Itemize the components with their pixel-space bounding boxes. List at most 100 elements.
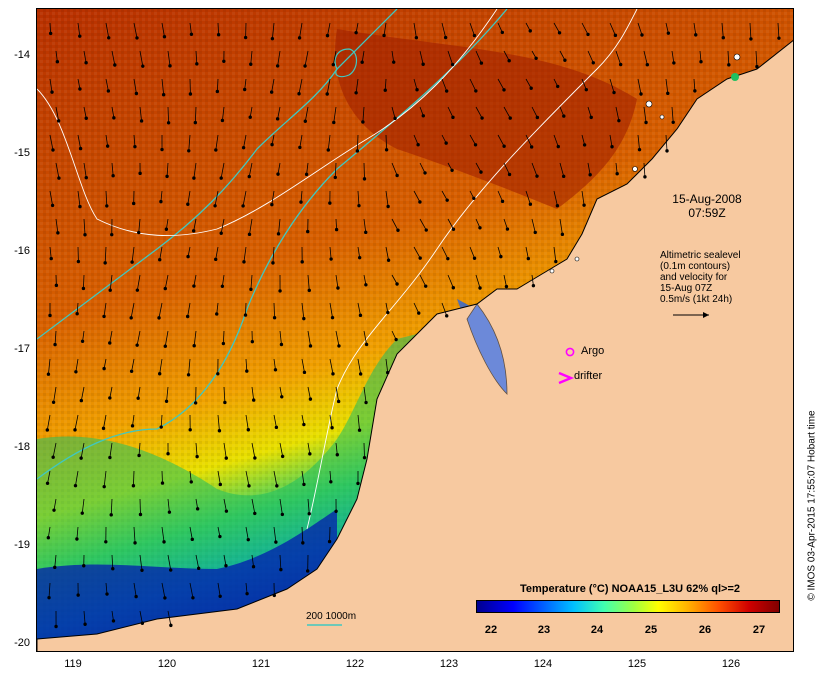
velocity-arrow-head	[533, 230, 537, 235]
velocity-arrow-head	[478, 226, 482, 230]
velocity-arrow-head	[337, 344, 341, 348]
velocity-arrow-head	[562, 114, 566, 118]
velocity-arrow	[441, 190, 448, 201]
velocity-arrow-head	[45, 428, 50, 432]
velocity-arrow	[160, 190, 163, 202]
velocity-arrow	[158, 302, 163, 318]
velocity-arrow	[306, 162, 309, 175]
velocity-arrow-head	[73, 428, 77, 432]
velocity-arrow	[475, 50, 482, 64]
velocity-arrow	[307, 330, 311, 347]
velocity-arrow-head	[307, 288, 311, 293]
velocity-arrow-head	[450, 168, 454, 172]
velocity-arrow-head	[221, 341, 226, 346]
velocity-arrow	[83, 50, 87, 63]
velocity-arrow-head	[329, 480, 333, 484]
velocity-arrow-head	[166, 452, 170, 456]
velocity-arrow	[139, 106, 142, 121]
velocity-arrow	[609, 134, 613, 147]
y-tick-label: -19	[14, 539, 30, 551]
velocity-arrow-head	[582, 203, 586, 207]
drifter-marker	[558, 371, 575, 385]
velocity-arrow	[189, 526, 193, 540]
velocity-arrow	[525, 190, 531, 205]
velocity-arrow	[299, 22, 303, 38]
velocity-arrow-head	[109, 513, 113, 517]
velocity-arrow	[304, 106, 309, 122]
velocity-arrow	[615, 50, 622, 65]
velocity-arrow-head	[189, 32, 194, 36]
velocity-arrow-head	[272, 593, 277, 598]
velocity-arrow-head	[272, 316, 277, 320]
velocity-arrow-head	[302, 370, 307, 375]
velocity-arrow-head	[191, 596, 195, 600]
colorbar-tick: 23	[537, 624, 551, 636]
velocity-arrow	[413, 190, 421, 203]
velocity-arrow	[469, 78, 477, 92]
velocity-arrow	[75, 470, 79, 486]
velocity-arrow	[159, 246, 163, 260]
velocity-arrow-head	[224, 509, 229, 513]
velocity-arrow	[447, 50, 453, 65]
velocity-arrow	[132, 414, 135, 426]
velocity-arrow-head	[45, 481, 50, 485]
velocity-arrow	[245, 414, 249, 430]
velocity-arrow	[587, 162, 591, 175]
velocity-arrow	[80, 442, 85, 459]
velocity-arrow-head	[222, 59, 226, 64]
velocity-arrow-head	[220, 284, 225, 288]
velocity-arrow-head	[186, 202, 190, 206]
velocity-arrow	[53, 498, 57, 511]
velocity-arrow-head	[279, 342, 284, 347]
velocity-arrow-head	[302, 422, 306, 427]
velocity-arrow-head	[243, 313, 248, 317]
credit-text: © IMOS 03-Apr-2015 17:55:07 Hobart time	[806, 410, 818, 601]
velocity-arrow-head	[472, 256, 477, 260]
velocity-arrow-head	[299, 200, 303, 204]
velocity-arrow	[385, 246, 389, 261]
velocity-arrow-head	[424, 284, 428, 288]
velocity-arrow	[250, 50, 253, 65]
velocity-arrow	[329, 246, 332, 260]
velocity-arrow	[335, 274, 339, 289]
velocity-arrow	[273, 358, 276, 370]
velocity-arrow-head	[507, 59, 511, 63]
velocity-arrow-head	[325, 92, 329, 96]
velocity-arrow	[447, 218, 454, 230]
velocity-arrow	[587, 106, 592, 118]
velocity-arrow	[581, 134, 585, 145]
velocity-arrow	[749, 22, 752, 39]
velocity-arrow-head	[218, 594, 222, 598]
velocity-arrow-head	[479, 170, 483, 174]
velocity-arrow-head	[444, 89, 449, 93]
velocity-arrow	[497, 78, 505, 91]
velocity-arrow-head	[280, 512, 285, 517]
velocity-arrow-head	[52, 508, 56, 512]
velocity-arrow	[245, 526, 249, 540]
velocity-arrow-head	[444, 141, 448, 145]
velocity-arrow-head	[727, 63, 731, 67]
velocity-arrow-head	[76, 259, 81, 264]
velocity-arrow-head	[215, 312, 219, 316]
velocity-arrow	[671, 50, 675, 63]
velocity-arrow-head	[105, 204, 109, 208]
velocity-arrow-head	[330, 426, 334, 430]
x-tick-label: 120	[157, 658, 177, 670]
velocity-arrow	[383, 22, 387, 36]
velocity-arrow-head	[418, 256, 422, 260]
velocity-arrow-head	[158, 372, 162, 376]
sst-map[interactable]	[36, 8, 794, 652]
velocity-arrow	[111, 162, 114, 176]
velocity-arrow-head	[382, 33, 386, 38]
velocity-arrow	[105, 22, 110, 38]
drifter-label: drifter	[574, 370, 603, 382]
velocity-arrow-head	[534, 56, 538, 60]
velocity-arrow	[166, 386, 169, 402]
velocity-arrow	[391, 274, 398, 285]
velocity-arrow-head	[500, 199, 505, 204]
velocity-arrow	[503, 274, 507, 287]
velocity-arrow-head	[112, 116, 116, 120]
velocity-arrow	[245, 582, 248, 594]
velocity-arrow	[333, 106, 337, 123]
velocity-arrow-head	[332, 120, 336, 125]
